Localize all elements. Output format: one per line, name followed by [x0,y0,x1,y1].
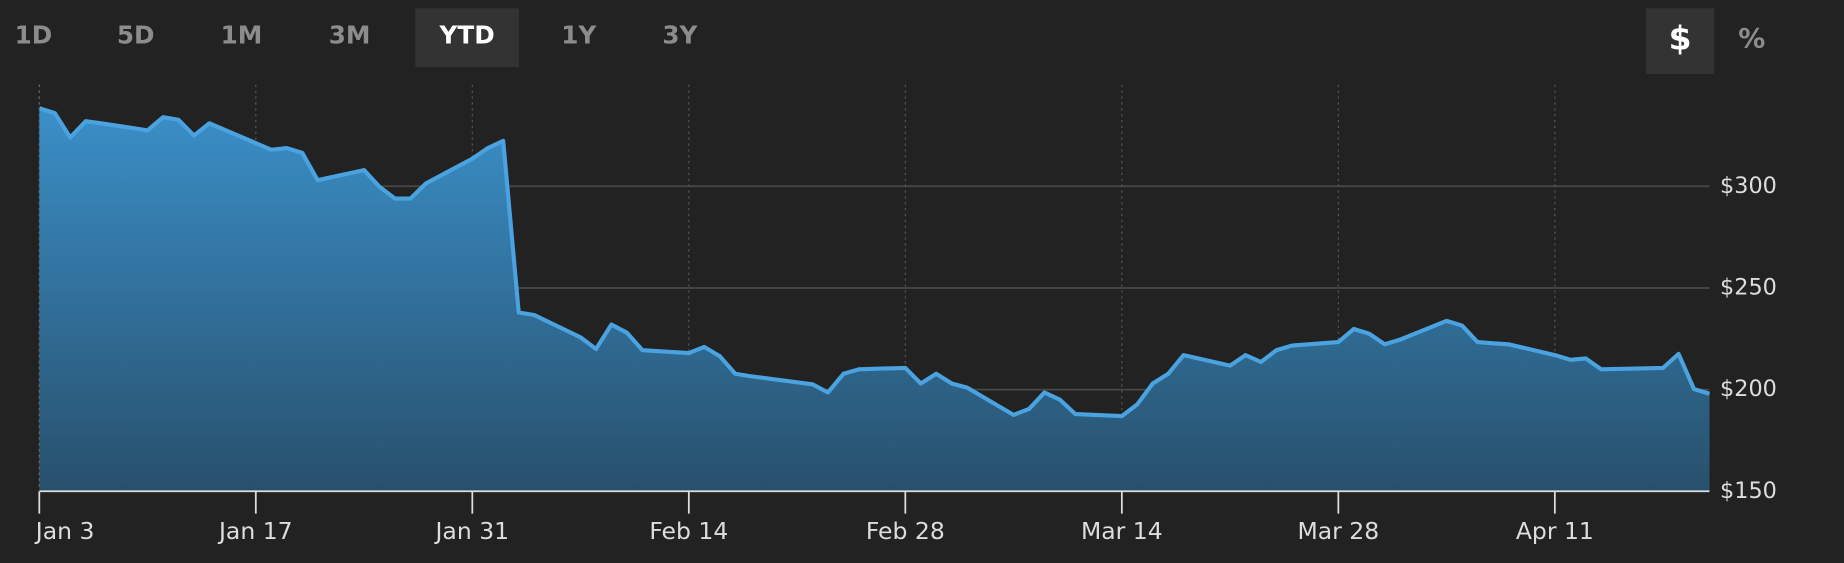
x-tick-label: Mar 14 [1081,517,1163,545]
x-tick-label: Jan 3 [34,517,95,545]
x-tick-label: Feb 14 [649,517,728,545]
range-button[interactable]: 1D [15,20,53,49]
unit-button[interactable]: % [1738,23,1765,54]
range-button[interactable]: 5D [117,20,155,49]
range-button[interactable]: YTD [439,20,495,49]
unit-button[interactable]: $ [1669,18,1692,57]
unit-selected-bg [1646,8,1715,75]
range-button[interactable]: 1M [221,20,263,49]
price-line [38,106,1711,419]
y-tick-label: $150 [1720,478,1777,504]
y-tick-label: $300 [1720,173,1777,199]
y-tick-label: $200 [1720,376,1777,402]
x-tick-label: Feb 28 [866,517,945,545]
x-tick-label: Mar 28 [1297,517,1379,545]
range-button[interactable]: 3M [329,20,371,49]
range-button[interactable]: 3Y [662,20,698,49]
y-tick-label: $250 [1720,274,1777,300]
x-tick-label: Jan 17 [217,517,293,545]
area-fill [39,108,1710,492]
x-tick-label: Apr 11 [1516,517,1594,545]
x-tick-label: Jan 31 [434,517,510,545]
range-selected-bg [415,8,519,67]
range-button[interactable]: 1Y [561,20,597,49]
